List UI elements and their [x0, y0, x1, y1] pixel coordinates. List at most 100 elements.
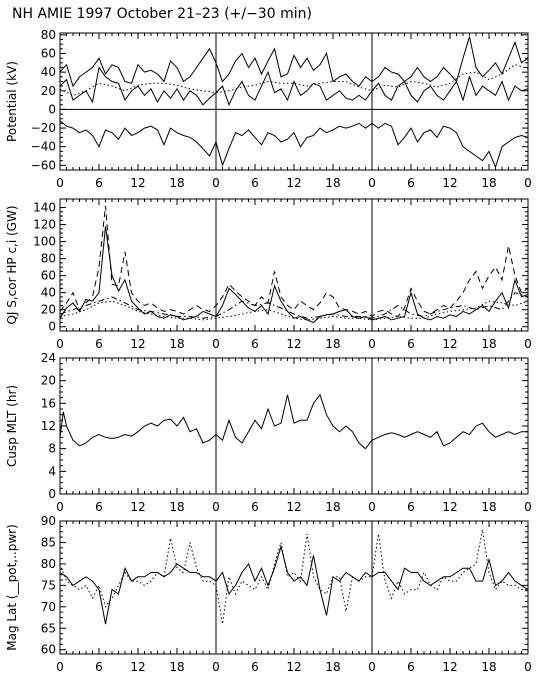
x-tick-label: 18 [169, 660, 184, 674]
y-tick-label: 80 [41, 252, 56, 266]
x-tick-label: 6 [251, 176, 259, 190]
y-tick-label: 20 [41, 84, 56, 98]
x-tick-label: 18 [169, 500, 184, 514]
series-line-3 [60, 300, 528, 321]
series-line-1 [60, 544, 528, 625]
x-tick-label: 18 [481, 337, 496, 351]
x-tick-label: 0 [56, 500, 64, 514]
y-tick-label: 70 [41, 600, 56, 614]
y-tick-label: 60 [41, 269, 56, 283]
x-tick-label: 18 [169, 176, 184, 190]
x-tick-label: 0 [56, 176, 64, 190]
x-tick-label: 12 [442, 500, 457, 514]
x-tick-label: 6 [251, 660, 259, 674]
x-tick-label: 0 [56, 660, 64, 674]
x-tick-label: 6 [407, 337, 415, 351]
x-tick-label: 18 [325, 500, 340, 514]
y-tick-label: −20 [31, 121, 56, 135]
y-tick-label: 20 [41, 303, 56, 317]
x-tick-label: 18 [481, 660, 496, 674]
x-tick-label: 18 [325, 176, 340, 190]
x-tick-label: 0 [368, 500, 376, 514]
x-tick-label: 0 [368, 660, 376, 674]
y-tick-label: 20 [41, 374, 56, 388]
x-tick-label: 6 [95, 500, 103, 514]
y-tick-label: −60 [31, 158, 56, 172]
y-tick-label: 80 [41, 557, 56, 571]
y-axis-label: QJ S,cor HP c,i (GW) [5, 205, 19, 324]
y-tick-label: 85 [41, 535, 56, 549]
x-tick-label: 18 [481, 500, 496, 514]
x-tick-label: 6 [407, 660, 415, 674]
x-tick-label: 0 [212, 337, 220, 351]
panel-2: 0 6 12 18 0 6 12 18 0 6 12 18 0 140 120 100 80 60 40 20 0 QJ … [5, 198, 532, 351]
x-tick-label: 0 [368, 337, 376, 351]
x-tick-label: 6 [95, 660, 103, 674]
series-line-2 [60, 66, 528, 107]
x-tick-label: 18 [481, 176, 496, 190]
x-tick-label: 0 [56, 337, 64, 351]
x-tick-label: 6 [251, 500, 259, 514]
x-tick-label: 0 [212, 500, 220, 514]
y-tick-label: 60 [41, 643, 56, 657]
y-tick-label: 120 [33, 218, 56, 232]
x-tick-label: 6 [407, 500, 415, 514]
chart-title: NH AMIE 1997 October 21–23 (+/−30 min) [12, 6, 312, 22]
x-tick-label: 0 [212, 176, 220, 190]
y-tick-label: 16 [41, 396, 56, 410]
series-line-2 [60, 529, 528, 625]
x-tick-label: 18 [325, 337, 340, 351]
x-tick-label: 12 [286, 500, 301, 514]
y-tick-label: 24 [41, 351, 56, 365]
x-tick-label: 0 [524, 337, 532, 351]
x-tick-label: 12 [442, 660, 457, 674]
series-line-1 [60, 226, 528, 324]
panel-1: 0 6 12 18 0 6 12 18 0 6 12 18 0 80 60 40 20 0 −20 −40 −60 Pot… [5, 28, 532, 190]
x-tick-label: 12 [442, 176, 457, 190]
y-axis-label: Cusp MLT (hr) [5, 385, 19, 467]
y-tick-label: 40 [41, 286, 56, 300]
series-line-4 [60, 292, 528, 319]
y-tick-label: 40 [41, 65, 56, 79]
y-axis-label: Potential (kV) [5, 61, 19, 142]
y-tick-label: 65 [41, 621, 56, 635]
y-tick-label: 0 [48, 102, 56, 116]
plot-frame [59, 198, 529, 332]
y-tick-label: 12 [41, 419, 56, 433]
x-tick-label: 0 [524, 500, 532, 514]
y-tick-label: 60 [41, 47, 56, 61]
x-tick-label: 12 [130, 660, 145, 674]
x-tick-label: 12 [286, 660, 301, 674]
y-tick-label: 0 [48, 487, 56, 501]
plot-frame [59, 32, 529, 171]
y-tick-label: 100 [33, 235, 56, 249]
x-tick-label: 18 [325, 660, 340, 674]
panel-4: 0 6 12 18 0 6 12 18 0 6 12 18 0 90 85 80 75 70 65 60 Mag Lat… [5, 514, 532, 674]
x-tick-label: 12 [286, 176, 301, 190]
x-tick-label: 12 [130, 176, 145, 190]
y-axis-label: Mag Lat (__pot,..pwr) [5, 524, 19, 651]
y-tick-label: 90 [41, 514, 56, 528]
panel-3: 0 6 12 18 0 6 12 18 0 6 12 18 0 24 20 16 12 8 4 0 Cusp MLT (… [5, 351, 532, 514]
plot-frame [59, 520, 529, 655]
x-tick-label: 0 [368, 176, 376, 190]
x-tick-label: 12 [442, 337, 457, 351]
y-tick-label: 140 [33, 201, 56, 215]
x-tick-label: 0 [524, 176, 532, 190]
y-tick-label: 80 [41, 28, 56, 42]
x-tick-label: 6 [407, 176, 415, 190]
y-tick-label: 0 [48, 320, 56, 334]
y-tick-label: 8 [48, 442, 56, 456]
x-tick-label: 0 [524, 660, 532, 674]
x-tick-label: 6 [95, 337, 103, 351]
series-line-1 [60, 36, 528, 88]
x-tick-label: 12 [130, 500, 145, 514]
y-tick-label: 75 [41, 578, 56, 592]
series-line-2 [60, 205, 528, 318]
y-tick-label: 4 [48, 464, 56, 478]
y-tick-label: −40 [31, 140, 56, 154]
series-line-4 [60, 120, 528, 169]
x-tick-label: 12 [130, 337, 145, 351]
plot-frame [59, 357, 529, 495]
